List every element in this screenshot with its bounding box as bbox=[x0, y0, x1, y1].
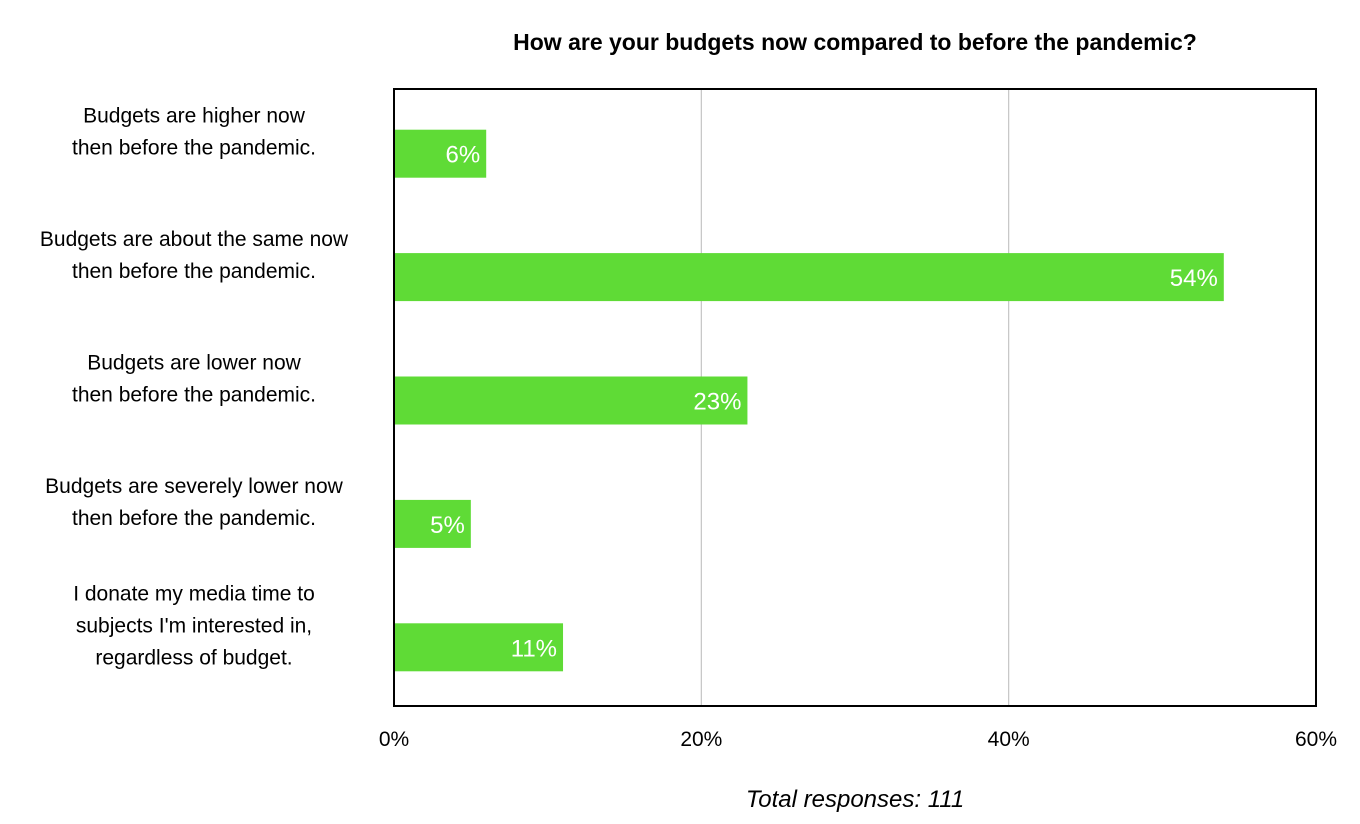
category-label-line: then before the pandemic. bbox=[72, 384, 316, 407]
data-label: 5% bbox=[430, 512, 465, 539]
category-label-line: Budgets are higher now bbox=[83, 105, 306, 128]
data-label: 6% bbox=[446, 142, 481, 169]
category-label: Budgets are higher now then before the pa… bbox=[72, 105, 316, 160]
data-label: 23% bbox=[693, 389, 741, 416]
bar bbox=[395, 499, 471, 548]
category-label-line: Budgets are severely lower now bbox=[45, 475, 343, 498]
category-label-line: Budgets are lower now bbox=[87, 352, 301, 375]
plot-area-frame bbox=[393, 88, 1317, 707]
category-label: Budgets are about the same now then befor… bbox=[40, 228, 349, 283]
category-label-line: Budgets are about the same now bbox=[40, 228, 349, 251]
x-tick-label: 40% bbox=[988, 728, 1030, 751]
bar bbox=[395, 253, 1224, 302]
category-label-line: I donate my media time to bbox=[73, 582, 315, 605]
data-label: 54% bbox=[1170, 265, 1218, 292]
bar bbox=[395, 376, 748, 425]
data-labels: 6% 54% 23% 5% 11% bbox=[430, 142, 1218, 663]
x-axis-tick-labels: 0% 20% 40% 60% bbox=[379, 728, 1337, 751]
bar bbox=[395, 623, 564, 672]
chart-title: How are your budgets now compared to bef… bbox=[513, 29, 1197, 55]
category-label-line: then before the pandemic. bbox=[72, 137, 316, 160]
category-label-line: regardless of budget. bbox=[95, 646, 292, 669]
bar bbox=[395, 129, 487, 178]
category-label: I donate my media time to subjects I'm in… bbox=[73, 582, 315, 669]
category-label-line: then before the pandemic. bbox=[72, 507, 316, 530]
data-label: 11% bbox=[511, 635, 557, 662]
category-label-line: subjects I'm interested in, bbox=[76, 614, 312, 637]
total-responses-note: Total responses: 111 bbox=[746, 786, 964, 813]
x-tick-label: 0% bbox=[379, 728, 409, 751]
category-labels: Budgets are higher now then before the pa… bbox=[40, 105, 349, 670]
x-tick-label: 20% bbox=[680, 728, 722, 751]
category-label: Budgets are severely lower now then befor… bbox=[45, 475, 343, 530]
bars bbox=[395, 129, 1224, 672]
x-tick-label: 60% bbox=[1295, 728, 1337, 751]
category-label: Budgets are lower now then before the pan… bbox=[72, 352, 316, 407]
category-label-line: then before the pandemic. bbox=[72, 260, 316, 283]
